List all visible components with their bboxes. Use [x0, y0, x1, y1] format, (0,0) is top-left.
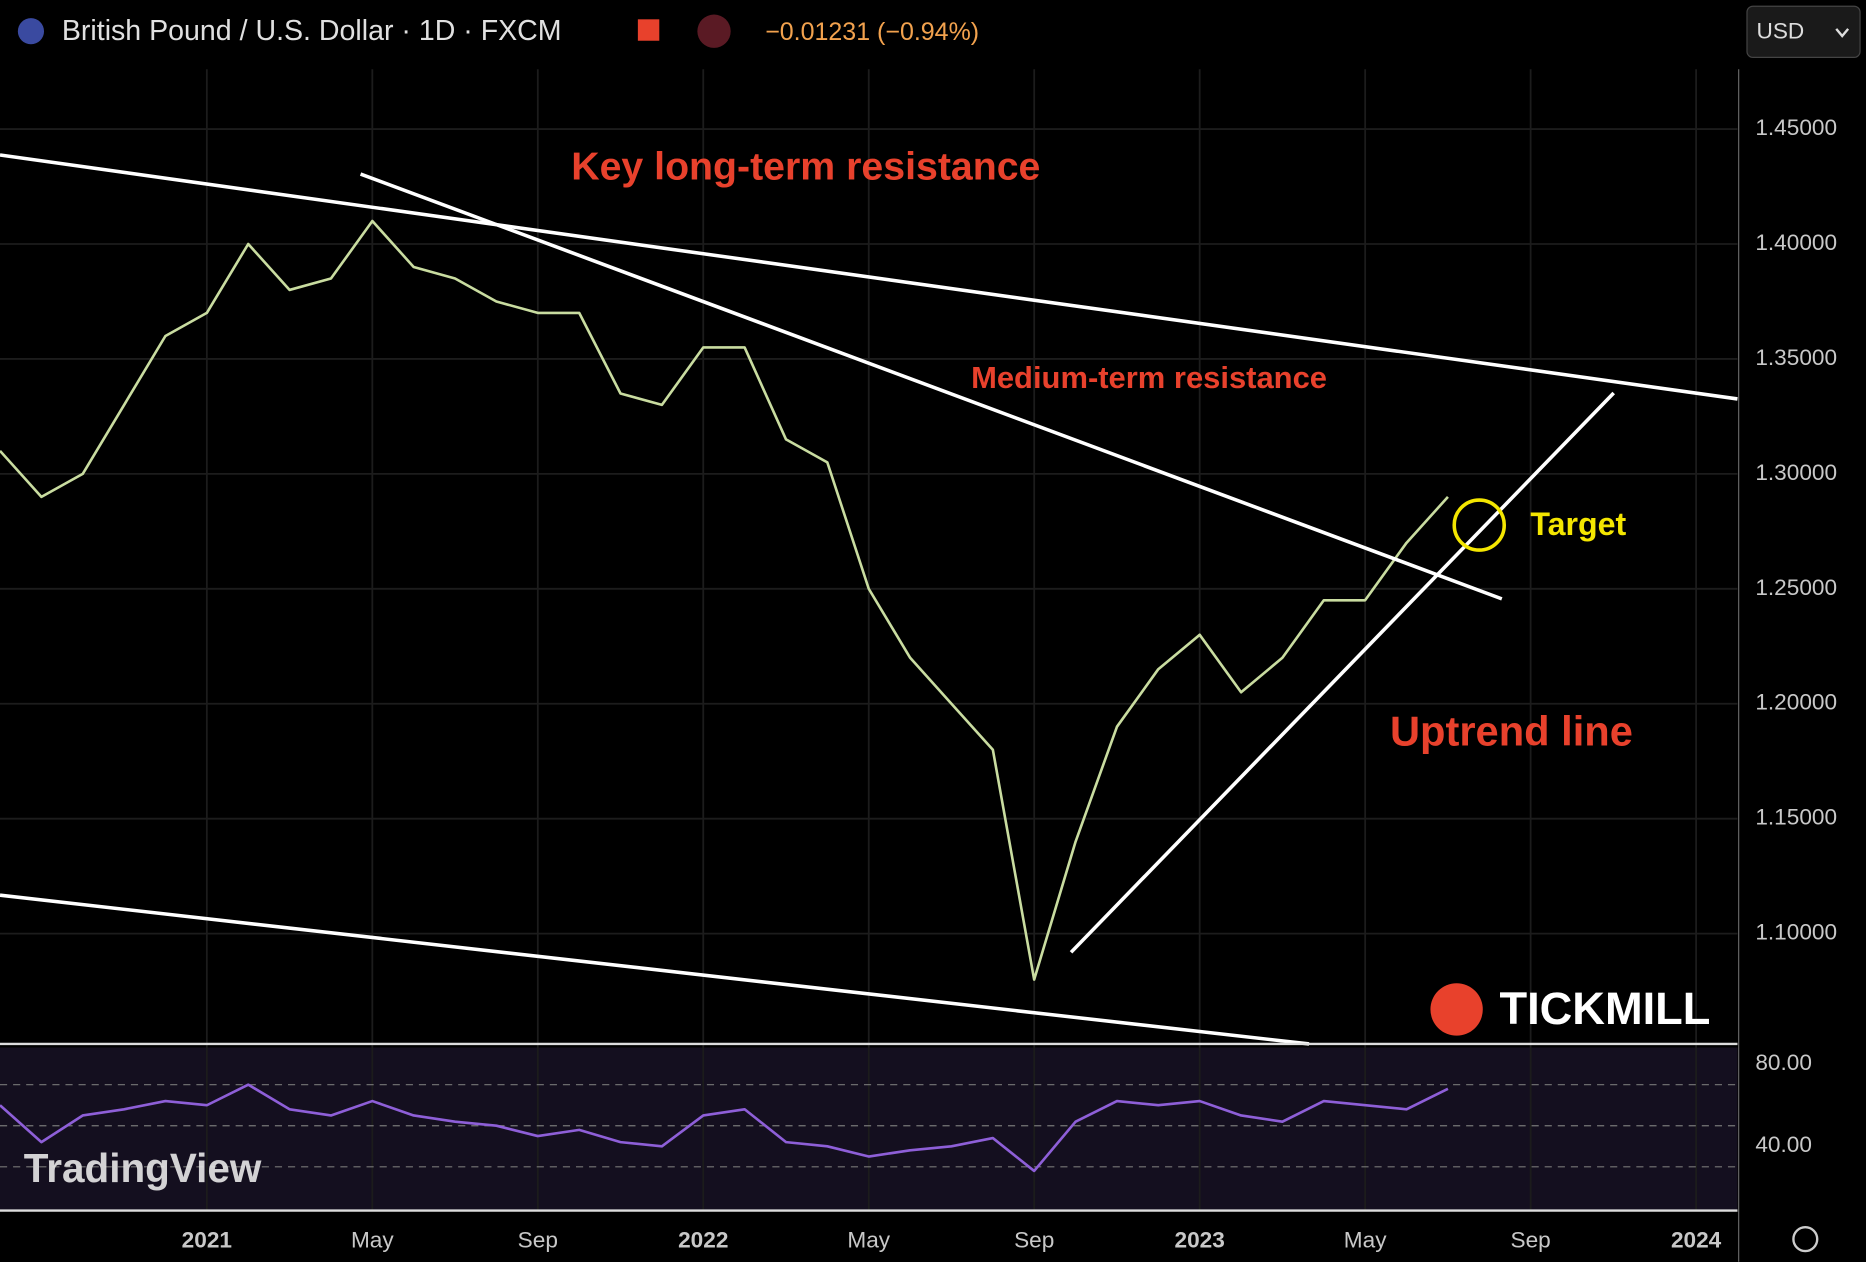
- y-tick-label: 1.15000: [1755, 805, 1837, 830]
- y-tick-label: 1.45000: [1755, 115, 1837, 140]
- x-tick-label: May: [1344, 1227, 1387, 1252]
- flag-marker: [637, 19, 660, 41]
- annotation: Uptrend line: [1390, 708, 1633, 755]
- price-change: −0.01231 (−0.94%): [765, 18, 979, 46]
- y-tick-label: 1.40000: [1755, 230, 1837, 255]
- tradingview-logo: TradingView: [24, 1145, 262, 1191]
- annotation: Target: [1530, 506, 1626, 542]
- x-tick-label: May: [847, 1227, 890, 1252]
- x-tick-label: 2024: [1671, 1227, 1722, 1252]
- symbol-title: British Pound / U.S. Dollar · 1D · FXCM: [62, 15, 562, 47]
- tickmill-logo: TICKMILL: [1499, 983, 1710, 1034]
- data-line: [0, 1083, 1449, 1173]
- annotation: Medium-term resistance: [971, 360, 1327, 395]
- flag-icon: [17, 18, 45, 45]
- plot: [0, 219, 1449, 1173]
- indicator-icon: [697, 14, 731, 48]
- target-circle: [1452, 498, 1507, 552]
- trend-lines: [0, 153, 1738, 1046]
- x-tick-label: Sep: [518, 1227, 558, 1252]
- x-tick-label: 2022: [678, 1227, 728, 1252]
- x-tick-label: 2021: [182, 1227, 232, 1252]
- y-tick-label: 1.10000: [1755, 920, 1837, 945]
- x-tick-label: 2023: [1175, 1227, 1225, 1252]
- long-term-resistance-line: [0, 153, 1738, 401]
- y-tick-label: 1.35000: [1755, 345, 1837, 370]
- y-tick-label: 80.00: [1755, 1050, 1812, 1075]
- annotation: Key long-term resistance: [571, 145, 1040, 189]
- y-tick-label: 1.30000: [1755, 460, 1837, 485]
- settings-icon[interactable]: [1792, 1226, 1819, 1253]
- medium-term-resistance-line: [359, 172, 1503, 601]
- y-tick-label: 1.25000: [1755, 575, 1837, 600]
- currency-label: USD: [1757, 18, 1805, 43]
- y-tick-label: 40.00: [1755, 1132, 1812, 1157]
- lower-line: [0, 893, 1310, 1046]
- uptrend-line: [1069, 391, 1615, 954]
- x-tick-label: May: [351, 1227, 394, 1252]
- y-tick-label: 1.20000: [1755, 690, 1837, 715]
- tickmill-icon: [1430, 983, 1483, 1036]
- x-tick-label: Sep: [1511, 1227, 1551, 1252]
- dropdown-arrow: [1835, 28, 1850, 38]
- data-line: [0, 219, 1449, 981]
- currency-select[interactable]: [1746, 5, 1861, 58]
- x-tick-label: Sep: [1014, 1227, 1054, 1252]
